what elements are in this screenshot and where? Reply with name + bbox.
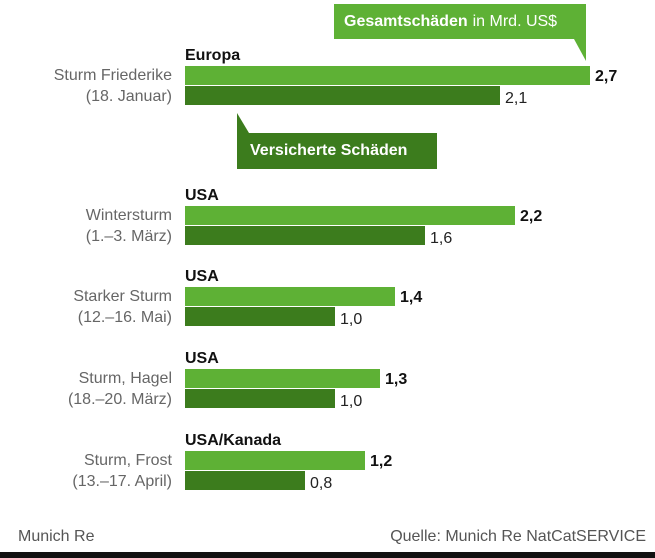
event-name-label: Sturm, Hagel [79,370,172,387]
footer-credit: Munich Re [18,528,95,545]
event-name-label: Sturm Friederike [54,67,172,84]
event-date-label: (18. Januar) [86,88,172,105]
event-date-label: (13.–17. April) [72,473,172,490]
insured-value-label: 1,0 [340,311,362,328]
total-value-label: 1,4 [400,289,422,306]
event-name-label: Sturm, Frost [84,452,173,469]
total-loss-bar [185,287,395,306]
total-loss-callout-unit: in Mrd. US$ [472,12,558,30]
callout-pointer [237,113,249,133]
total-value-label: 1,3 [385,371,407,388]
event-date-label: (1.–3. März) [86,228,172,245]
insured-loss-bar [185,86,500,105]
insured-loss-bar [185,389,335,408]
event-name-label: Wintersturm [86,207,172,224]
total-value-label: 2,7 [595,68,617,85]
bottom-border [0,552,655,558]
total-value-label: 2,2 [520,208,542,225]
insured-loss-callout-label: Versicherte Schäden [250,142,408,159]
event-date-label: (12.–16. Mai) [78,309,172,326]
insured-loss-callout: Versicherte Schäden [237,113,437,169]
insured-loss-bar [185,307,335,326]
region-label: USA [185,187,219,204]
insured-value-label: 0,8 [310,475,332,492]
region-label: USA/Kanada [185,432,281,449]
insured-loss-bar [185,226,425,245]
insured-value-label: 2,1 [505,90,527,107]
total-loss-bar [185,451,365,470]
region-label: USA [185,350,219,367]
total-loss-callout: Gesamtschäden in Mrd. US$ [334,4,586,61]
event-date-label: (18.–20. März) [68,391,172,408]
callout-pointer [574,39,586,61]
region-label: USA [185,268,219,285]
insured-loss-bar [185,471,305,490]
total-value-label: 1,2 [370,453,392,470]
total-loss-bar [185,206,515,225]
total-loss-callout-bold: Gesamtschäden [344,12,468,30]
event-name-label: Starker Sturm [73,288,172,305]
total-loss-bar [185,369,380,388]
footer-source: Quelle: Munich Re NatCatSERVICE [390,528,646,545]
region-label: Europa [185,47,240,64]
total-loss-bar [185,66,590,85]
insured-value-label: 1,6 [430,230,452,247]
insured-value-label: 1,0 [340,393,362,410]
